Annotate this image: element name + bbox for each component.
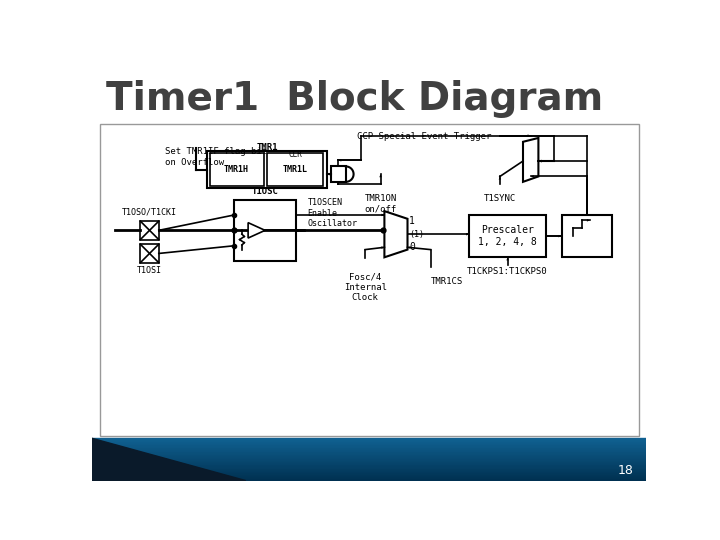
Polygon shape (559, 235, 562, 238)
Bar (92, 466, 647, 467)
Bar (92, 450, 647, 451)
Bar (92, 467, 647, 468)
Text: T1OSO/T1CKI: T1OSO/T1CKI (122, 207, 177, 217)
Polygon shape (381, 246, 384, 249)
Bar (92, 446, 647, 447)
Polygon shape (92, 438, 246, 481)
Bar (92, 465, 647, 466)
Polygon shape (384, 211, 408, 257)
Bar (562, 215, 611, 257)
Bar (92, 445, 647, 446)
Bar (92, 475, 647, 476)
Bar (92, 479, 647, 480)
Bar (92, 447, 647, 448)
Bar (210, 153, 264, 186)
Bar (267, 153, 323, 186)
Bar (92, 438, 647, 439)
Bar (92, 470, 647, 471)
Text: T1SYNC: T1SYNC (484, 194, 516, 203)
Text: T1CKPS1:T1CKPS0: T1CKPS1:T1CKPS0 (467, 267, 548, 275)
Polygon shape (194, 148, 197, 151)
Bar (92, 477, 647, 478)
Bar (92, 461, 647, 462)
Bar (92, 458, 647, 459)
Bar (92, 478, 647, 479)
Polygon shape (539, 160, 541, 163)
Text: TMR1ON
on/off: TMR1ON on/off (364, 194, 397, 213)
Polygon shape (528, 134, 531, 137)
Bar (207, 151, 327, 188)
Text: T1OSC: T1OSC (251, 187, 279, 195)
Bar (92, 473, 647, 474)
Bar (92, 463, 647, 464)
Text: T1OSI: T1OSI (137, 266, 162, 275)
Polygon shape (587, 219, 590, 221)
Bar (92, 453, 647, 454)
Bar (92, 457, 647, 458)
Text: 0: 0 (409, 242, 415, 252)
Polygon shape (382, 214, 384, 216)
Polygon shape (506, 257, 509, 260)
Polygon shape (379, 174, 382, 177)
Text: Timer1  Block Diagram: Timer1 Block Diagram (106, 80, 603, 118)
Polygon shape (300, 229, 304, 232)
Bar (99, 124, 639, 436)
Bar (92, 452, 647, 453)
Bar (92, 480, 647, 481)
Text: Fosc/4
Internal
Clock: Fosc/4 Internal Clock (343, 273, 387, 302)
Bar (92, 451, 647, 452)
Bar (92, 472, 647, 473)
Polygon shape (338, 159, 341, 161)
Bar (92, 471, 647, 472)
Bar (92, 448, 647, 449)
Text: 1: 1 (409, 216, 415, 226)
Bar (140, 244, 159, 262)
Text: TMR1: TMR1 (256, 143, 278, 152)
Polygon shape (248, 222, 265, 238)
Polygon shape (327, 173, 330, 176)
Bar (92, 454, 647, 455)
Text: 18: 18 (617, 464, 633, 477)
Polygon shape (531, 175, 534, 178)
Bar (92, 474, 647, 475)
Bar (92, 443, 647, 444)
Polygon shape (539, 160, 541, 163)
Text: (1): (1) (409, 230, 424, 239)
Bar (92, 442, 647, 443)
Bar (469, 215, 546, 257)
Bar (92, 460, 647, 461)
Polygon shape (408, 246, 410, 249)
Polygon shape (337, 182, 339, 185)
Bar (92, 462, 647, 463)
Bar (92, 441, 647, 442)
Bar (92, 449, 647, 450)
Text: TMR1CS: TMR1CS (431, 276, 463, 286)
Bar (92, 456, 647, 457)
Text: Prescaler
1, 2, 4, 8: Prescaler 1, 2, 4, 8 (478, 225, 537, 247)
Text: CCP Special Event Trigger: CCP Special Event Trigger (357, 132, 492, 141)
Bar (330, 166, 346, 182)
Text: TMR1H: TMR1H (224, 165, 249, 174)
Bar (92, 440, 647, 441)
Bar (234, 200, 296, 261)
Polygon shape (499, 177, 501, 179)
Bar (92, 444, 647, 445)
Bar (140, 221, 159, 240)
Bar (92, 468, 647, 469)
Bar (92, 469, 647, 470)
Text: Set TMR1IF flag bit
on Overflow: Set TMR1IF flag bit on Overflow (165, 147, 267, 167)
Bar (92, 455, 647, 456)
Text: CLR: CLR (288, 150, 302, 159)
Text: TMR1L: TMR1L (282, 165, 307, 174)
Text: T1OSCEN
Enable
Oscillator: T1OSCEN Enable Oscillator (307, 198, 357, 228)
Polygon shape (539, 160, 541, 163)
Bar (92, 464, 647, 465)
Polygon shape (466, 233, 469, 235)
Bar (92, 459, 647, 460)
Bar (92, 439, 647, 440)
Bar (92, 476, 647, 477)
Polygon shape (523, 138, 539, 182)
